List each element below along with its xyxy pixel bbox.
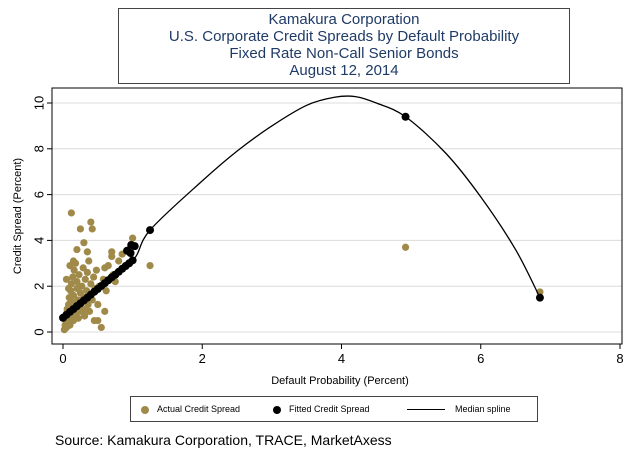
actual-spread-point — [115, 257, 123, 265]
actual-spread-point — [70, 266, 78, 274]
actual-spread-point — [62, 275, 71, 283]
actual-spread-point — [94, 316, 102, 325]
actual-spread-point — [73, 278, 81, 286]
x-tick-label: 8 — [616, 351, 623, 366]
actual-spread-point — [66, 261, 74, 270]
actual-spread-point — [67, 209, 75, 217]
actual-spread-point — [90, 273, 98, 281]
series — [59, 95, 544, 334]
actual-spread-point — [74, 314, 82, 322]
actual-spread-point — [87, 218, 95, 226]
actual-spread-point — [73, 245, 81, 254]
actual-spread-point — [69, 273, 77, 281]
actual-spread-point — [129, 234, 137, 242]
median-spline-line — [62, 95, 541, 319]
grid — [52, 102, 622, 333]
legend-item-median: Median spline — [407, 404, 511, 414]
actual-spread-point — [85, 307, 94, 315]
actual-spread-point — [102, 287, 110, 295]
y-tick-label: 6 — [31, 191, 46, 198]
plot-frame — [51, 87, 623, 345]
title-line-2: U.S. Corporate Credit Spreads by Default… — [168, 28, 520, 45]
actual-spread-point — [92, 266, 101, 274]
legend-item-actual: Actual Credit Spread — [141, 404, 240, 414]
y-tick-label: 10 — [31, 96, 46, 110]
x-tick-label: 6 — [477, 351, 484, 366]
actual-spread-point — [97, 323, 105, 332]
source-note: Source: Kamakura Corporation, TRACE, Mar… — [55, 432, 392, 448]
y-tick-label: 8 — [31, 145, 46, 152]
actual-spread-point — [83, 248, 91, 256]
actual-spread-point — [76, 225, 85, 233]
legend-item-fitted: Fitted Credit Spread — [273, 404, 370, 414]
actual-spread-point — [78, 282, 86, 290]
y-tick-label: 0 — [31, 328, 46, 335]
actual-spread-point — [94, 300, 102, 309]
y-tick-label: 2 — [31, 283, 46, 290]
fitted-spread-point — [126, 248, 135, 257]
actual-spread-point — [104, 261, 112, 270]
legend: Actual Credit Spread Fitted Credit Sprea… — [130, 396, 538, 422]
axes: 0 2 4 6 8 10 0 2 4 6 8 — [31, 96, 623, 366]
legend-marker-actual — [141, 405, 149, 414]
x-tick-label: 2 — [199, 351, 206, 366]
y-axis-label: Credit Spread (Percent) — [12, 158, 24, 274]
x-tick-label: 0 — [59, 351, 66, 366]
actual-spread-point — [83, 268, 91, 277]
legend-label-fitted: Fitted Credit Spread — [289, 404, 370, 414]
actual-spread-point — [79, 264, 87, 272]
actual-spread-point — [146, 261, 154, 270]
actual-spread-point — [80, 239, 88, 247]
legend-label-actual: Actual Credit Spread — [157, 404, 241, 414]
actual-spread-point — [80, 312, 89, 320]
x-axis-label: Default Probability (Percent) — [271, 375, 409, 387]
legend-marker-median — [407, 409, 445, 411]
x-tick-label: 4 — [338, 351, 345, 366]
legend-marker-fitted — [273, 405, 281, 414]
title-line-1: Kamakura Corporation — [268, 11, 420, 28]
fitted-spread-point — [401, 112, 410, 121]
actual-spread-point — [88, 225, 96, 233]
y-tick-label: 4 — [31, 237, 46, 244]
actual-spread-point — [64, 284, 73, 293]
actual-spread-point — [85, 257, 93, 265]
actual-spread-point — [101, 307, 109, 315]
fitted-spread-point — [128, 256, 137, 265]
actual-spread-point — [75, 271, 83, 279]
actual-spread-point — [69, 291, 78, 299]
actual-spread-point — [401, 243, 410, 251]
actual-spread-point — [87, 280, 95, 288]
actual-spread-point — [81, 275, 89, 283]
fitted-spread-point — [130, 242, 139, 251]
fitted-spread-point — [535, 293, 544, 302]
legend-label-median: Median spline — [455, 404, 511, 414]
chart-title-box: Kamakura Corporation U.S. Corporate Cred… — [118, 8, 570, 84]
actual-spread-point — [108, 248, 116, 256]
fitted-spread-point — [146, 226, 155, 235]
title-line-3: Fixed Rate Non-Call Senior Bonds — [229, 45, 459, 62]
title-line-4: August 12, 2014 — [289, 62, 399, 79]
